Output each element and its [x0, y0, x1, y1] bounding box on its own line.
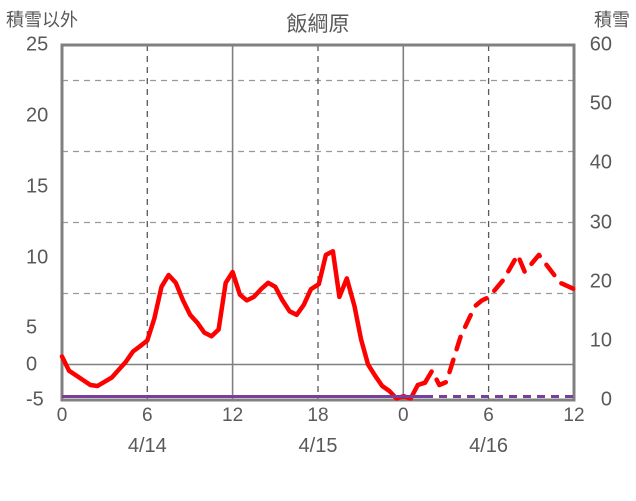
xtick-3: 18: [307, 405, 328, 427]
ytick-left-25: 25: [26, 34, 48, 57]
ytick-left-neg5: -5: [26, 389, 44, 412]
xtick-1: 6: [142, 405, 153, 427]
xtick-6: 12: [563, 405, 584, 427]
xtick-2: 12: [222, 405, 243, 427]
day-label-2: 4/16: [469, 435, 508, 458]
right-axis-label: 積雪: [594, 6, 630, 32]
ytick-left-0: 0: [26, 353, 37, 376]
ytick-right-40: 40: [590, 152, 612, 175]
chart-container: 飯綱原 積雪以外 積雪 2: [0, 0, 636, 501]
day-label-0: 4/14: [128, 435, 167, 458]
ytick-left-20: 20: [26, 104, 48, 127]
xtick-5: 6: [483, 405, 494, 427]
ytick-left-10: 10: [26, 246, 48, 269]
ytick-right-20: 20: [590, 270, 612, 293]
ytick-right-60: 60: [590, 34, 612, 57]
ytick-right-0: 0: [601, 389, 612, 412]
ytick-right-30: 30: [590, 211, 612, 234]
left-axis-label: 積雪以外: [6, 6, 78, 32]
chart-svg: [62, 45, 574, 400]
day-label-1: 4/15: [299, 435, 338, 458]
ytick-right-50: 50: [590, 93, 612, 116]
plot-area: 25 20 15 10 5 0 -5 60 50 40 30 20 10 0 0…: [62, 45, 574, 400]
chart-title: 飯綱原: [0, 8, 636, 38]
xtick-4: 0: [398, 405, 409, 427]
ytick-left-15: 15: [26, 175, 48, 198]
ytick-right-10: 10: [590, 329, 612, 352]
ytick-left-5: 5: [26, 317, 37, 340]
xtick-0: 0: [57, 405, 68, 427]
